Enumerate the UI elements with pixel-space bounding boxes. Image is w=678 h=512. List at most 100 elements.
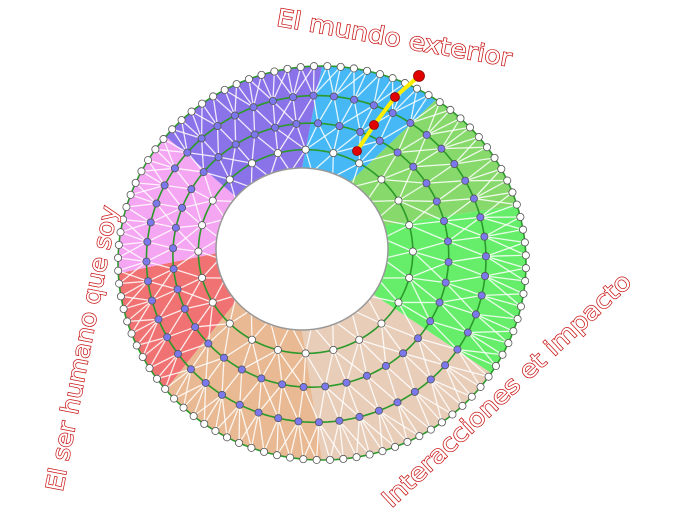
node-white bbox=[403, 437, 412, 446]
node-white bbox=[119, 304, 128, 313]
spoke bbox=[272, 100, 276, 128]
node-white bbox=[272, 451, 281, 460]
node-blue bbox=[441, 278, 450, 287]
label-left: El ser humano que soy bbox=[41, 203, 124, 493]
spoke bbox=[239, 378, 262, 406]
highlight-node bbox=[390, 92, 400, 102]
node-white bbox=[521, 277, 530, 286]
node-white bbox=[115, 279, 124, 288]
spoke bbox=[345, 339, 360, 383]
spokes bbox=[117, 65, 527, 461]
spoke bbox=[353, 73, 381, 101]
spoke bbox=[200, 103, 203, 139]
spoke bbox=[378, 410, 420, 437]
node-white bbox=[179, 403, 188, 412]
node-white bbox=[296, 63, 305, 72]
spoke bbox=[447, 235, 485, 243]
spoke bbox=[464, 157, 495, 182]
spoke bbox=[387, 239, 414, 253]
node-white bbox=[223, 433, 232, 442]
node-blue bbox=[292, 119, 301, 128]
node-blue bbox=[250, 130, 259, 139]
spoke bbox=[409, 88, 418, 124]
spoke bbox=[191, 110, 218, 127]
spoke bbox=[120, 221, 151, 233]
spoke bbox=[158, 308, 186, 320]
node-white bbox=[247, 159, 256, 168]
spoke bbox=[430, 378, 463, 407]
spoke bbox=[218, 156, 253, 164]
spoke bbox=[358, 416, 384, 452]
spoke bbox=[336, 162, 360, 176]
ring-3 bbox=[117, 65, 527, 461]
node-blue bbox=[435, 298, 444, 307]
spoke bbox=[250, 412, 260, 448]
spoke bbox=[392, 94, 429, 114]
node-blue bbox=[362, 371, 371, 380]
node-blue bbox=[289, 93, 298, 102]
node-blue bbox=[443, 237, 452, 246]
spoke bbox=[173, 250, 199, 270]
spoke bbox=[473, 197, 517, 206]
spoke bbox=[475, 313, 509, 344]
spoke bbox=[317, 96, 335, 124]
node-white bbox=[465, 123, 474, 132]
node-blue bbox=[393, 148, 402, 157]
spoke bbox=[385, 365, 399, 403]
node-white bbox=[408, 247, 417, 256]
node-blue bbox=[152, 199, 161, 208]
spoke bbox=[251, 339, 263, 379]
spoke bbox=[212, 95, 236, 117]
node-white bbox=[491, 361, 500, 370]
node-blue bbox=[422, 179, 431, 188]
spoke bbox=[223, 339, 253, 359]
spoke bbox=[221, 369, 243, 396]
spoke bbox=[183, 382, 207, 409]
spoke bbox=[373, 82, 406, 106]
node-white bbox=[235, 438, 244, 447]
label-top: El mundo exterior bbox=[275, 4, 514, 73]
node-blue bbox=[480, 232, 489, 241]
spoke bbox=[480, 203, 518, 218]
node-white bbox=[377, 319, 386, 328]
spoke bbox=[241, 349, 279, 371]
node-white bbox=[508, 188, 517, 197]
spoke bbox=[312, 66, 315, 96]
spoke bbox=[317, 123, 334, 154]
spoke bbox=[193, 382, 207, 417]
spoke bbox=[414, 391, 432, 430]
node-blue bbox=[477, 291, 486, 300]
spoke bbox=[136, 318, 159, 346]
spoke bbox=[257, 412, 265, 452]
node-white bbox=[286, 453, 295, 462]
spoke bbox=[177, 326, 196, 355]
node-white bbox=[363, 66, 372, 75]
node-blue bbox=[278, 380, 287, 389]
spoke bbox=[190, 188, 203, 226]
node-white bbox=[424, 91, 433, 100]
node-white bbox=[394, 298, 403, 307]
node-blue bbox=[440, 216, 449, 225]
spoke bbox=[257, 378, 263, 413]
spoke bbox=[292, 65, 315, 98]
spoke bbox=[444, 364, 481, 388]
node-blue bbox=[249, 103, 258, 112]
spoke bbox=[332, 131, 361, 154]
spoke bbox=[379, 122, 411, 142]
spoke bbox=[484, 216, 521, 238]
spoke bbox=[380, 323, 387, 366]
spoke bbox=[371, 199, 399, 203]
spoke bbox=[332, 125, 341, 154]
spoke bbox=[484, 275, 526, 282]
node-blue bbox=[274, 414, 283, 423]
node-white bbox=[137, 167, 146, 176]
spoke bbox=[217, 156, 231, 180]
spoke bbox=[254, 134, 279, 154]
spoke bbox=[338, 420, 344, 459]
spoke bbox=[484, 228, 524, 238]
spoke bbox=[332, 349, 348, 383]
node-blue bbox=[230, 111, 239, 120]
spoke bbox=[201, 137, 219, 158]
spoke bbox=[274, 127, 306, 151]
